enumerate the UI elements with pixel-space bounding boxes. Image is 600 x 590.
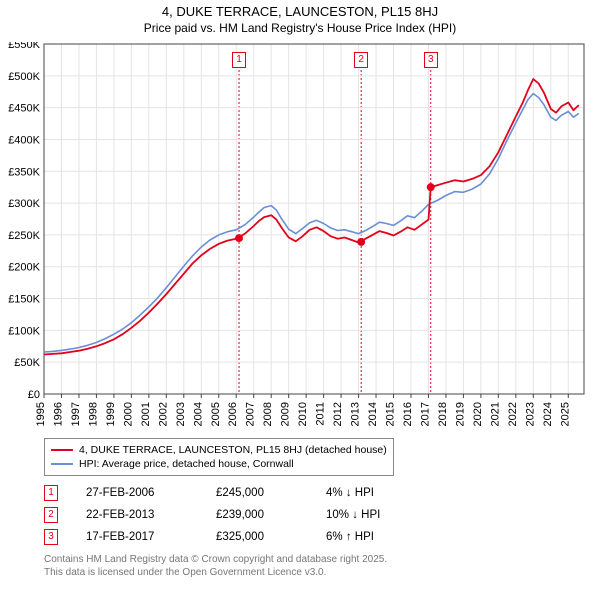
- svg-text:2021: 2021: [489, 402, 501, 426]
- svg-text:2017: 2017: [419, 402, 431, 426]
- sale-marker-2: 2: [354, 52, 368, 68]
- svg-text:1995: 1995: [35, 402, 47, 426]
- legend-label: HPI: Average price, detached house, Corn…: [79, 458, 294, 470]
- sale-marker-1: 1: [232, 52, 246, 68]
- sale-marker-icon: 1: [44, 485, 58, 501]
- sale-delta: 6% ↑ HPI: [326, 531, 426, 543]
- svg-text:1998: 1998: [87, 402, 99, 426]
- price-chart: £0£50K£100K£150K£200K£250K£300K£350K£400…: [44, 44, 584, 394]
- svg-text:2019: 2019: [454, 402, 466, 426]
- sale-row: 1 27-FEB-2006£245,0004% ↓ HPI: [44, 482, 426, 504]
- sale-price: £245,000: [216, 487, 326, 499]
- sale-date: 17-FEB-2017: [86, 531, 216, 543]
- svg-text:2024: 2024: [542, 402, 554, 426]
- sale-price: £325,000: [216, 531, 326, 543]
- sale-price: £239,000: [216, 509, 326, 521]
- svg-text:2011: 2011: [315, 402, 327, 426]
- svg-text:£150K: £150K: [8, 294, 40, 306]
- svg-text:2003: 2003: [175, 402, 187, 426]
- svg-text:2004: 2004: [192, 402, 204, 426]
- legend-label: 4, DUKE TERRACE, LAUNCESTON, PL15 8HJ (d…: [79, 444, 387, 456]
- svg-text:2020: 2020: [472, 402, 484, 426]
- footer-attribution: Contains HM Land Registry data © Crown c…: [44, 554, 387, 579]
- legend-row: 4, DUKE TERRACE, LAUNCESTON, PL15 8HJ (d…: [51, 443, 387, 457]
- sale-date: 22-FEB-2013: [86, 509, 216, 521]
- legend: 4, DUKE TERRACE, LAUNCESTON, PL15 8HJ (d…: [44, 438, 394, 476]
- svg-text:£350K: £350K: [8, 166, 40, 178]
- svg-text:£450K: £450K: [8, 103, 40, 115]
- svg-text:2007: 2007: [245, 402, 257, 426]
- sale-marker-3: 3: [424, 52, 438, 68]
- svg-text:2002: 2002: [157, 402, 169, 426]
- svg-text:£500K: £500K: [8, 71, 40, 83]
- footer-line2: This data is licensed under the Open Gov…: [44, 567, 387, 580]
- svg-text:1997: 1997: [70, 402, 82, 426]
- title-line2: Price paid vs. HM Land Registry's House …: [0, 21, 600, 35]
- svg-text:£300K: £300K: [8, 198, 40, 210]
- sale-row: 3 17-FEB-2017£325,0006% ↑ HPI: [44, 526, 426, 548]
- svg-text:2000: 2000: [122, 402, 134, 426]
- svg-text:2009: 2009: [280, 402, 292, 426]
- svg-text:2018: 2018: [437, 402, 449, 426]
- svg-text:2010: 2010: [297, 402, 309, 426]
- svg-text:£400K: £400K: [8, 134, 40, 146]
- sale-marker-icon: 2: [44, 507, 58, 523]
- svg-text:£0: £0: [28, 389, 40, 401]
- svg-text:£50K: £50K: [14, 357, 40, 369]
- svg-text:2013: 2013: [350, 402, 362, 426]
- svg-text:2012: 2012: [332, 402, 344, 426]
- svg-text:2015: 2015: [385, 402, 397, 426]
- svg-text:2014: 2014: [367, 402, 379, 426]
- svg-text:2005: 2005: [210, 402, 222, 426]
- title-line1: 4, DUKE TERRACE, LAUNCESTON, PL15 8HJ: [0, 4, 600, 19]
- svg-text:2016: 2016: [402, 402, 414, 426]
- chart-svg: £0 £50K £100K £150K £200K £250K £300K £350K £400…: [0, 42, 588, 434]
- legend-swatch: [51, 449, 73, 451]
- sales-table: 1 27-FEB-2006£245,0004% ↓ HPI 2 22-FEB-2013…: [44, 482, 426, 548]
- sale-delta: 4% ↓ HPI: [326, 487, 426, 499]
- svg-text:2001: 2001: [140, 402, 152, 426]
- svg-text:£250K: £250K: [8, 230, 40, 242]
- svg-text:2023: 2023: [524, 402, 536, 426]
- sale-date: 27-FEB-2006: [86, 487, 216, 499]
- legend-swatch: [51, 463, 73, 465]
- svg-text:1996: 1996: [52, 402, 64, 426]
- sale-row: 2 22-FEB-2013£239,00010% ↓ HPI: [44, 504, 426, 526]
- sale-delta: 10% ↓ HPI: [326, 509, 426, 521]
- footer-line1: Contains HM Land Registry data © Crown c…: [44, 554, 387, 567]
- svg-text:2025: 2025: [559, 402, 571, 426]
- svg-text:£200K: £200K: [8, 262, 40, 274]
- svg-text:1999: 1999: [105, 402, 117, 426]
- sale-marker-icon: 3: [44, 529, 58, 545]
- svg-text:2008: 2008: [262, 402, 274, 426]
- svg-text:£550K: £550K: [8, 42, 40, 51]
- svg-text:£100K: £100K: [8, 325, 40, 337]
- chart-title-block: 4, DUKE TERRACE, LAUNCESTON, PL15 8HJ Pr…: [0, 4, 600, 35]
- legend-row: HPI: Average price, detached house, Corn…: [51, 457, 387, 471]
- svg-text:2022: 2022: [507, 402, 519, 426]
- svg-text:2006: 2006: [227, 402, 239, 426]
